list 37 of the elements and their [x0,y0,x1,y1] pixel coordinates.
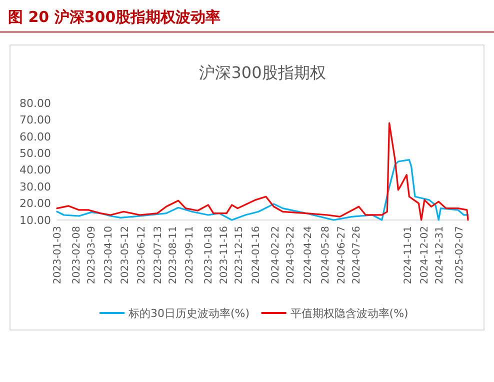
x-tick-label: 2023-03-09 [86,226,98,284]
y-tick-label: 80.00 [20,96,51,110]
line-series [56,122,469,221]
y-tick-label: 30.00 [20,180,51,194]
x-tick-label: 2023-07-13 [152,226,164,284]
y-tick-label: 10.00 [20,214,51,227]
y-tick-label: 40.00 [20,164,51,177]
x-tick-label: 2024-12-31 [434,226,446,284]
x-tick-label: 2024-01-16 [250,226,262,284]
x-tick-label: 2023-12-15 [234,226,246,284]
x-tick-label: 2024-02-22 [270,226,282,284]
x-tick-label: 2023-01-03 [52,226,64,284]
x-tick-label: 2023-10-18 [204,226,215,284]
x-tick-label: 2023-08-11 [168,226,179,284]
chart-subtitle: 沪深300股指期权 [199,63,326,82]
x-tick-label: 2023-02-08 [71,226,82,284]
y-tick-label: 60.00 [20,130,51,144]
y-tick-label: 20.00 [20,197,51,210]
x-tick-label: 2023-05-12 [120,226,132,284]
x-tick-label: 2023-11-16 [218,226,230,284]
x-tick-label: 2024-06-27 [336,226,348,284]
legend-label: 平值期权隐含波动率(%) [290,306,408,320]
x-tick-label: 2023-06-12 [136,226,148,284]
chart-title: 图 20 沪深300股指期权波动率 [8,8,221,26]
x-tick-label: 2025-02-07 [454,226,466,284]
legend-label: 标的30日历史波动率(%) [128,306,250,320]
y-tick-label: 50.00 [20,146,51,160]
x-tick-label: 2024-12-02 [419,226,430,284]
x-tick-label: 2023-04-10 [103,226,114,284]
x-tick-label: 2024-03-22 [286,226,297,284]
line-series [56,159,469,221]
x-tick-label: 2024-05-28 [320,226,332,284]
x-tick-label: 2024-04-24 [302,226,314,284]
x-tick-label: 2023-09-11 [184,226,196,284]
x-tick-label: 2024-07-26 [352,226,363,284]
y-tick-label: 70.00 [20,114,51,127]
x-tick-label: 2024-11-01 [403,226,414,284]
